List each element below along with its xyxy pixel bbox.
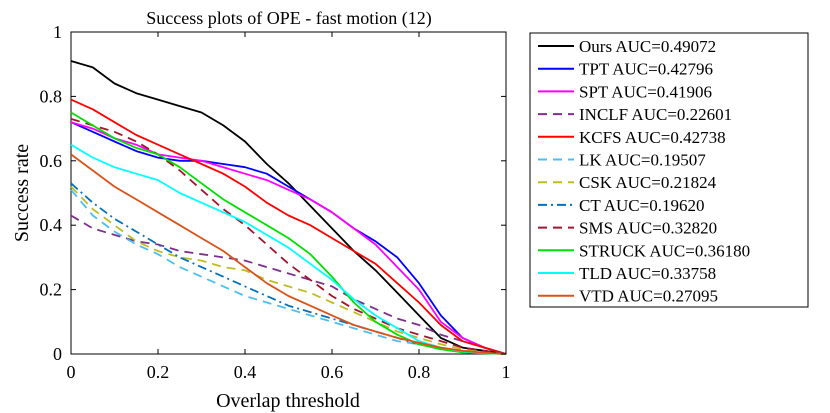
legend-label: CT AUC=0.19620	[579, 196, 704, 215]
legend-entry-csk: CSK AUC=0.21824	[538, 173, 717, 192]
y-tick-label: 0	[53, 344, 62, 364]
plot-area: 0 0.2 0.4 0.6 0.8 1 0 0.2 0.4 0.6 0.8 1	[40, 22, 511, 382]
legend-label: TPT AUC=0.42796	[579, 60, 713, 79]
series-layer	[70, 60, 507, 355]
legend-label: SPT AUC=0.41906	[579, 82, 712, 101]
legend-entry-struck: STRUCK AUC=0.36180	[538, 241, 750, 260]
legend-label: Ours AUC=0.49072	[579, 37, 716, 56]
legend-entry-lk: LK AUC=0.19507	[538, 151, 706, 170]
legend-entry-ct: CT AUC=0.19620	[538, 196, 704, 215]
legend-label: INCLF AUC=0.22601	[579, 105, 732, 124]
chart-title: Success plots of OPE - fast motion (12)	[146, 8, 431, 29]
legend-entry-vtd: VTD AUC=0.27095	[538, 287, 718, 306]
series-line-tpt	[70, 121, 507, 355]
legend-entry-sms: SMS AUC=0.32820	[538, 219, 717, 238]
legend-label: TLD AUC=0.33758	[579, 264, 716, 283]
legend: Ours AUC=0.49072 TPT AUC=0.42796 SPT AUC=0…	[529, 32, 809, 308]
legend-label: VTD AUC=0.27095	[579, 287, 718, 306]
y-tick-label: 0.8	[40, 86, 63, 106]
x-tick-label: 0	[67, 362, 76, 382]
x-tick-label: 0.4	[234, 362, 257, 382]
series-line-spt	[70, 121, 507, 355]
legend-label: LK AUC=0.19507	[579, 151, 706, 170]
legend-label: SMS AUC=0.32820	[579, 219, 717, 238]
legend-entry-inclf: INCLF AUC=0.22601	[538, 105, 732, 124]
series-line-inclf	[70, 214, 507, 355]
legend-label: KCFS AUC=0.42738	[579, 128, 726, 147]
axis-layer: 0 0.2 0.4 0.6 0.8 1 0 0.2 0.4 0.6 0.8 1	[40, 22, 511, 382]
series-line-vtd	[70, 153, 507, 355]
y-tick-label: 0.6	[40, 151, 63, 171]
x-tick-label: 0.2	[147, 362, 170, 382]
legend-label: CSK AUC=0.21824	[579, 173, 717, 192]
series-line-kcfs	[70, 98, 507, 355]
legend-entry-spt: SPT AUC=0.41906	[538, 82, 712, 101]
x-tick-label: 1	[502, 362, 511, 382]
y-axis-label: Success rate	[11, 144, 33, 242]
x-tick-label: 0.6	[321, 362, 344, 382]
series-line-struck	[70, 111, 507, 355]
legend-label: STRUCK AUC=0.36180	[579, 241, 750, 260]
legend-entry-ours: Ours AUC=0.49072	[538, 37, 716, 56]
x-axis-label: Overlap threshold	[216, 390, 360, 412]
series-line-sms	[70, 118, 507, 355]
plot-frame	[70, 31, 507, 355]
y-tick-label: 0.4	[40, 215, 63, 235]
legend-entry-kcfs: KCFS AUC=0.42738	[538, 128, 726, 147]
legend-entry-tld: TLD AUC=0.33758	[538, 264, 716, 283]
legend-entries: Ours AUC=0.49072 TPT AUC=0.42796 SPT AUC=0…	[538, 37, 750, 306]
series-line-ours	[70, 60, 507, 355]
y-tick-label: 1	[53, 22, 62, 42]
y-tick-label: 0.2	[40, 280, 63, 300]
x-tick-label: 0.8	[408, 362, 431, 382]
legend-box	[529, 32, 809, 308]
series-line-csk	[70, 185, 507, 355]
legend-entry-tpt: TPT AUC=0.42796	[538, 60, 713, 79]
series-line-lk	[70, 189, 507, 355]
